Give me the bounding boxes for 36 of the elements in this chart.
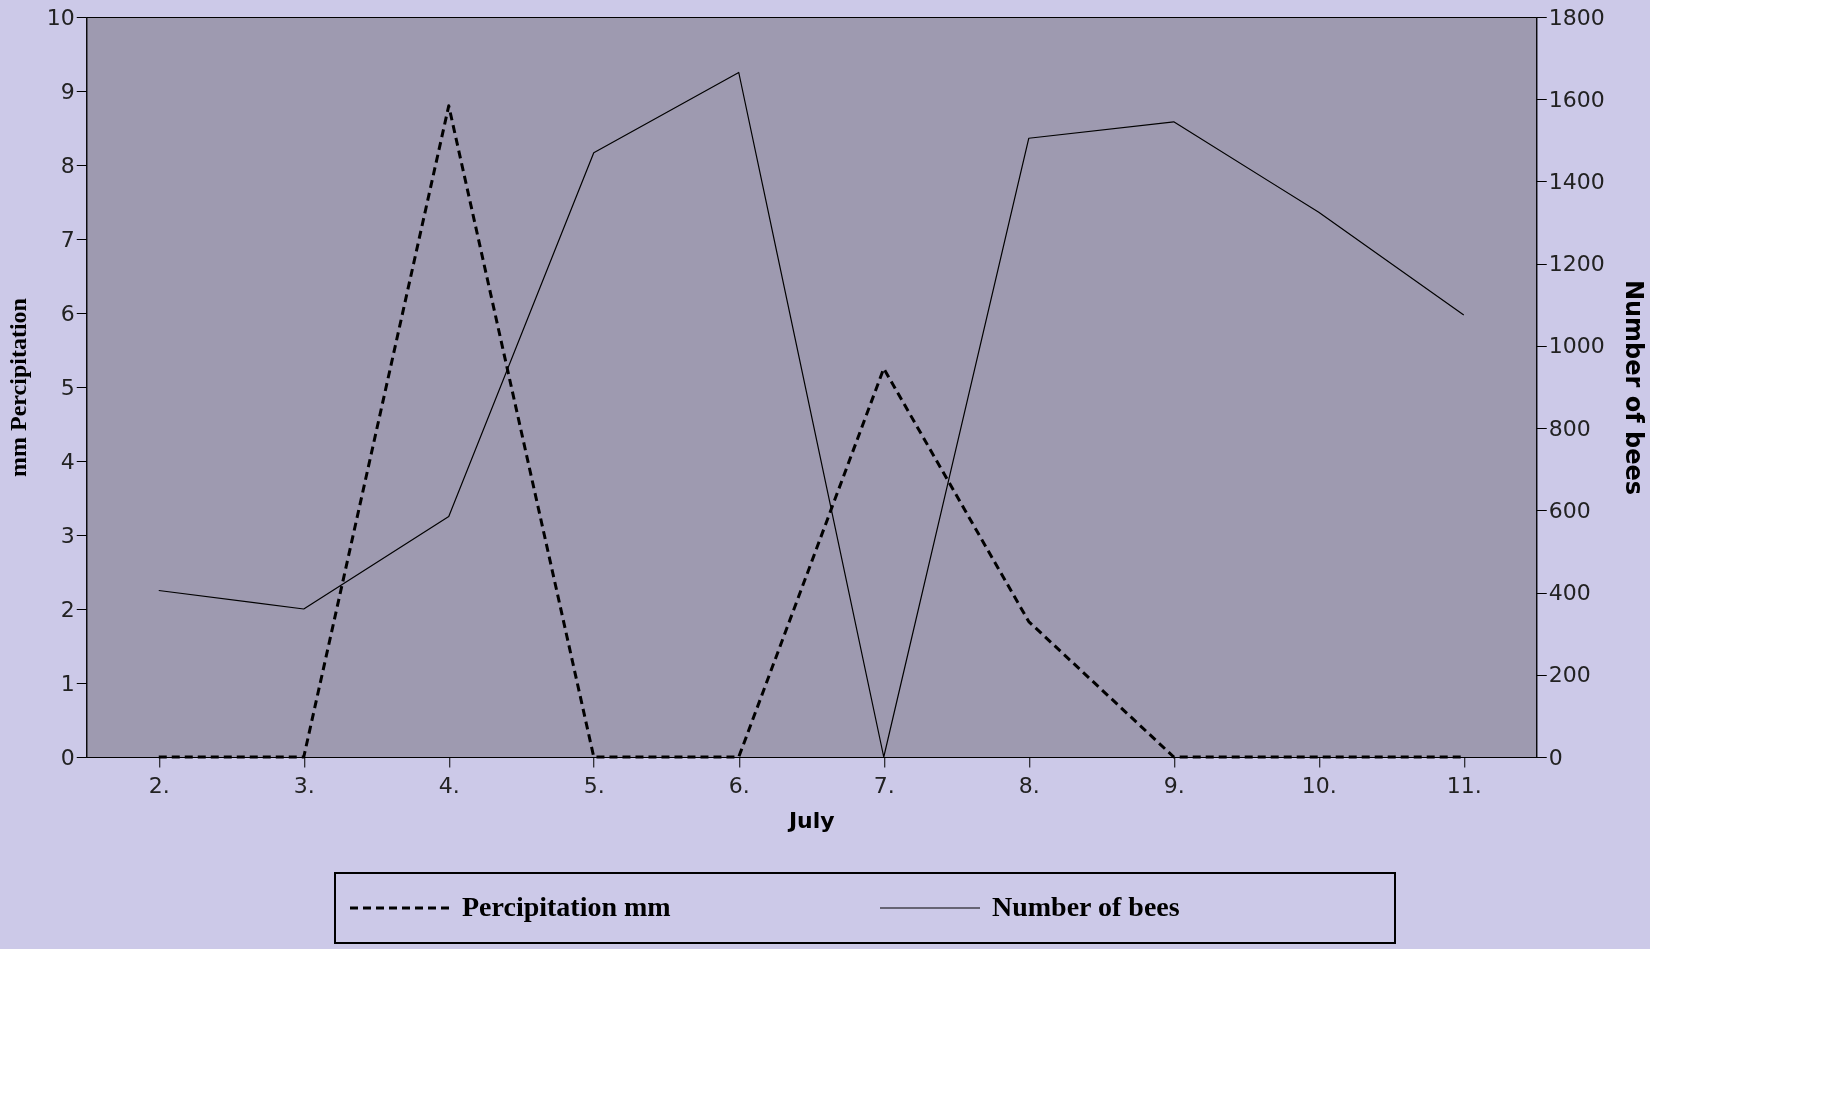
y2-tick-label: 800	[1548, 415, 1591, 441]
x-tick-label: 7.	[873, 772, 895, 798]
y2-axis-title: Number of bees	[1619, 279, 1648, 496]
y2-tick-label: 0	[1548, 744, 1563, 770]
y2-tick-label: 1800	[1548, 4, 1605, 30]
x-axis-title: July	[786, 807, 835, 833]
y-tick-label: 8	[60, 152, 75, 178]
y2-tick-label: 400	[1548, 580, 1591, 606]
y-tick-label: 0	[60, 744, 75, 770]
x-tick-label: 5.	[583, 772, 605, 798]
y-tick-label: 6	[60, 300, 75, 326]
y2-tick-label: 1200	[1548, 251, 1605, 277]
x-tick-label: 4.	[438, 772, 460, 798]
y-axis-title: mm Percipitation	[4, 298, 31, 477]
legend-label: Number of bees	[992, 891, 1180, 922]
y-tick-label: 2	[60, 596, 75, 622]
y-tick-label: 5	[60, 374, 75, 400]
x-tick-label: 11.	[1446, 772, 1482, 798]
y2-tick-label: 1000	[1548, 333, 1605, 359]
y-tick-label: 4	[60, 448, 75, 474]
y2-tick-label: 200	[1548, 662, 1591, 688]
y-tick-label: 9	[60, 78, 75, 104]
y-tick-label: 1	[60, 670, 75, 696]
y-tick-label: 10	[46, 4, 75, 30]
y2-tick-label: 1600	[1548, 86, 1605, 112]
legend-label: Percipitation mm	[462, 891, 671, 922]
y2-tick-label: 600	[1548, 497, 1591, 523]
x-tick-label: 6.	[728, 772, 750, 798]
x-tick-label: 2.	[148, 772, 170, 798]
x-tick-label: 8.	[1018, 772, 1040, 798]
y-tick-label: 7	[60, 226, 75, 252]
y-tick-label: 3	[60, 522, 75, 548]
x-tick-label: 10.	[1301, 772, 1337, 798]
x-tick-label: 9.	[1163, 772, 1185, 798]
y2-tick-label: 1400	[1548, 168, 1605, 194]
x-tick-label: 3.	[293, 772, 315, 798]
